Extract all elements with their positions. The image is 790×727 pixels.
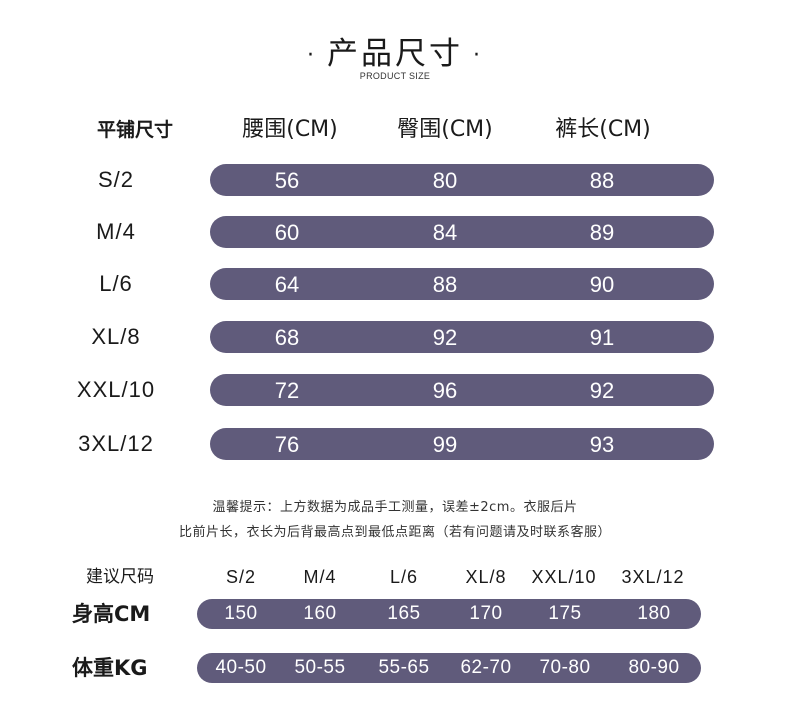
page-title: · 产品尺寸 · (0, 28, 790, 73)
page-subtitle: PRODUCT SIZE (359, 71, 431, 81)
length-value: 90 (589, 272, 615, 297)
waist-value: 60 (274, 220, 300, 245)
row-bar (210, 268, 714, 300)
header-length: 裤长(CM) (555, 117, 651, 142)
header-waist: 腰围(CM) (242, 117, 338, 142)
size-row: L/6 64 88 90 (0, 268, 790, 300)
height-row: 身高CM 150 160 165 170 175 180 (0, 599, 790, 629)
recommend-table-header: 建议尺码 S/2 M/4 L/6 XL/8 XXL/10 3XL/12 (0, 563, 790, 591)
weight-value: 50-55 (294, 657, 346, 678)
size-label: S/2 (97, 167, 135, 192)
height-value: 170 (469, 603, 503, 624)
header-size: XXL/10 (531, 567, 597, 587)
weight-value: 55-65 (378, 657, 430, 678)
weight-value: 80-90 (628, 657, 680, 678)
title-dot-left: · (307, 43, 317, 68)
row-bar (210, 374, 714, 406)
waist-value: 68 (274, 325, 300, 350)
size-table-header: 平铺尺寸 腰围(CM) 臀围(CM) 裤长(CM) (0, 114, 790, 146)
height-value: 150 (224, 603, 258, 624)
size-row: 3XL/12 76 99 93 (0, 428, 790, 460)
weight-value: 70-80 (539, 657, 591, 678)
size-label: L/6 (99, 271, 133, 296)
hip-value: 84 (432, 220, 458, 245)
measurement-note-line-2: 比前片长，衣长为后背最高点到最低点距离（若有问题请及时联系客服） (178, 525, 611, 540)
length-value: 93 (589, 432, 615, 457)
row-bar (197, 599, 701, 629)
weight-row: 体重KG 40-50 50-55 55-65 62-70 70-80 80-90 (0, 653, 790, 683)
size-label: XXL/10 (76, 377, 156, 402)
size-label: XL/8 (91, 324, 141, 349)
hip-value: 88 (432, 272, 458, 297)
waist-value: 64 (274, 272, 300, 297)
height-label: 身高CM (72, 602, 151, 626)
length-value: 91 (589, 325, 615, 350)
header-size: S/2 (225, 567, 257, 587)
row-bar (210, 164, 714, 196)
row-bar (210, 216, 714, 248)
hip-value: 80 (432, 168, 458, 193)
title-text: 产品尺寸 (327, 36, 463, 72)
weight-value: 62-70 (460, 657, 512, 678)
header-hip: 臀围(CM) (397, 117, 493, 142)
length-value: 88 (589, 168, 615, 193)
hip-value: 99 (432, 432, 458, 457)
size-row: M/4 60 84 89 (0, 216, 790, 248)
header-size: 3XL/12 (621, 567, 685, 587)
header-recommended-size: 建议尺码 (86, 567, 154, 587)
size-label: 3XL/12 (78, 431, 154, 456)
waist-value: 72 (274, 378, 300, 403)
header-size: M/4 (303, 567, 337, 587)
waist-value: 56 (274, 168, 300, 193)
header-size: XL/8 (465, 567, 507, 587)
height-value: 175 (548, 603, 582, 624)
measurement-note-line-1: 温馨提示：上方数据为成品手工测量，误差±2cm。衣服后片 (212, 500, 578, 515)
weight-label: 体重KG (72, 656, 148, 680)
size-row: S/2 56 80 88 (0, 164, 790, 196)
hip-value: 96 (432, 378, 458, 403)
title-dot-right: · (473, 43, 483, 68)
hip-value: 92 (432, 325, 458, 350)
weight-value: 40-50 (215, 657, 267, 678)
header-flat-size: 平铺尺寸 (96, 119, 173, 141)
height-value: 180 (637, 603, 671, 624)
row-bar (197, 653, 701, 683)
waist-value: 76 (274, 432, 300, 457)
row-bar (210, 321, 714, 353)
size-row: XL/8 68 92 91 (0, 321, 790, 353)
length-value: 92 (589, 378, 615, 403)
row-bar (210, 428, 714, 460)
header-size: L/6 (389, 567, 419, 587)
height-value: 160 (303, 603, 337, 624)
height-value: 165 (387, 603, 421, 624)
size-label: M/4 (96, 219, 136, 244)
length-value: 89 (589, 220, 615, 245)
size-row: XXL/10 72 96 92 (0, 374, 790, 406)
